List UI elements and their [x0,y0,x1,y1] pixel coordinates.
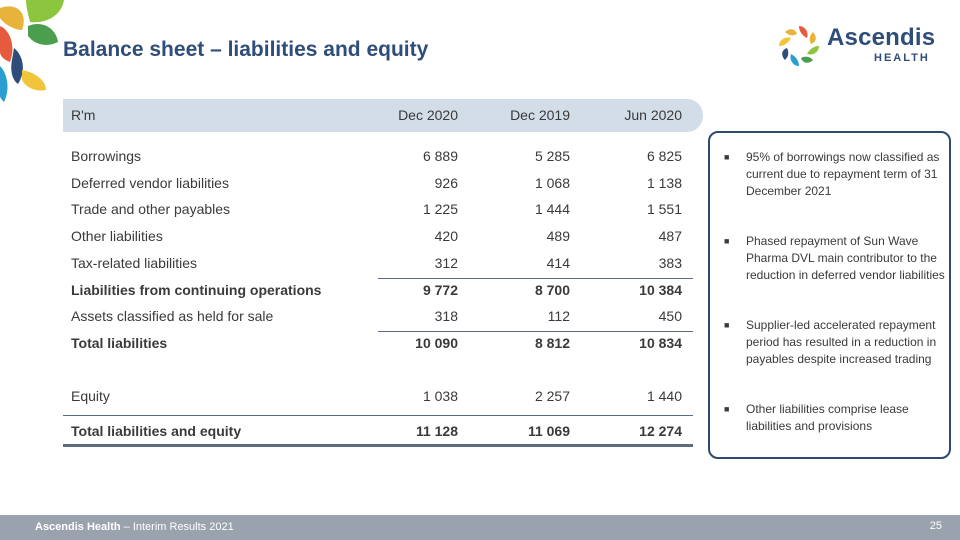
page-title: Balance sheet – liabilities and equity [63,38,429,61]
cell-jun-2020: 10 834 [639,335,682,351]
footer-text: Ascendis Health – Interim Results 2021 [35,521,234,533]
cell-dec-2019: 8 812 [534,335,570,351]
cell-jun-2020: 450 [658,308,682,324]
header-units: R'm [71,107,96,123]
cell-dec-2019: 414 [546,255,570,271]
footer-bar: Ascendis Health – Interim Results 2021 2… [0,515,960,540]
table-row-grand-total: Total liabilities and equity 11 128 11 0… [63,423,693,445]
note-item: ■ 95% of borrowings now classified as cu… [724,149,946,200]
row-label: Tax-related liabilities [71,255,198,271]
cell-jun-2020: 1 440 [646,388,682,404]
subtotal-rule [378,278,693,279]
note-text: Supplier-led accelerated repayment perio… [746,318,937,366]
cell-dec-2020: 10 090 [415,335,458,351]
cell-dec-2020: 420 [434,228,458,244]
grand-total-bottom-rule [63,444,693,447]
brand-name: Ascendis [827,24,936,51]
notes-panel: ■ 95% of borrowings now classified as cu… [708,131,951,459]
table-row: Assets classified as held for sale 318 1… [63,308,693,330]
brand-mark-icon [779,26,819,66]
cell-jun-2020: 12 274 [639,423,682,439]
header-dec-2019: Dec 2019 [510,107,570,123]
table-row: Equity 1 038 2 257 1 440 [63,388,693,410]
cell-jun-2020: 10 384 [639,282,682,298]
table-row: Deferred vendor liabilities 926 1 068 1 … [63,175,693,197]
note-text: Phased repayment of Sun Wave Pharma DVL … [746,234,945,282]
table-header: R'm Dec 2020 Dec 2019 Jun 2020 [63,99,703,132]
cell-jun-2020: 6 825 [646,148,682,164]
row-label: Trade and other payables [71,201,231,217]
bullet-icon: ■ [724,404,730,414]
cell-dec-2019: 1 444 [534,201,570,217]
corner-logo-decoration [0,0,64,102]
bullet-icon: ■ [724,236,730,246]
table-row: Borrowings 6 889 5 285 6 825 [63,148,693,170]
row-label: Borrowings [71,148,142,164]
cell-dec-2019: 5 285 [534,148,570,164]
note-item: ■ Other liabilities comprise lease liabi… [724,401,946,435]
row-label: Total liabilities [71,335,168,351]
cell-dec-2020: 312 [434,255,458,271]
cell-dec-2019: 489 [546,228,570,244]
cell-dec-2019: 8 700 [534,282,570,298]
cell-dec-2019: 1 068 [534,175,570,191]
cell-jun-2020: 1 138 [646,175,682,191]
note-text: 95% of borrowings now classified as curr… [746,150,940,198]
header-jun-2020: Jun 2020 [624,107,682,123]
table-row: Tax-related liabilities 312 414 383 [63,255,693,277]
row-label: Total liabilities and equity [71,423,242,439]
grand-total-top-rule [63,415,693,416]
bullet-icon: ■ [724,152,730,162]
footer-suffix: – Interim Results 2021 [120,521,234,533]
cell-dec-2020: 11 128 [415,423,458,439]
cell-dec-2020: 1 038 [422,388,458,404]
note-item: ■ Phased repayment of Sun Wave Pharma DV… [724,233,946,284]
table-row-total: Total liabilities 10 090 8 812 10 834 [63,335,693,357]
cell-dec-2020: 318 [434,308,458,324]
note-text: Other liabilities comprise lease liabili… [746,402,909,433]
cell-jun-2020: 487 [658,228,682,244]
cell-jun-2020: 1 551 [646,201,682,217]
table-row: Other liabilities 420 489 487 [63,228,693,250]
cell-dec-2020: 6 889 [422,148,458,164]
cell-dec-2020: 926 [434,175,458,191]
row-label: Other liabilities [71,228,163,244]
table-row: Trade and other payables 1 225 1 444 1 5… [63,201,693,223]
header-dec-2020: Dec 2020 [398,107,458,123]
brand-subtitle: HEALTH [874,52,930,64]
cell-dec-2019: 11 069 [527,423,570,439]
footer-company: Ascendis Health [35,521,121,533]
table-row-subtotal: Liabilities from continuing operations 9… [63,282,693,304]
cell-dec-2020: 1 225 [422,201,458,217]
cell-dec-2019: 2 257 [534,388,570,404]
total-rule [378,331,693,332]
note-item: ■ Supplier-led accelerated repayment per… [724,317,946,368]
page-number: 25 [929,520,942,532]
cell-dec-2019: 112 [547,308,570,324]
bullet-icon: ■ [724,320,730,330]
row-label: Liabilities from continuing operations [71,282,322,298]
row-label: Equity [71,388,110,404]
row-label: Deferred vendor liabilities [71,175,229,191]
row-label: Assets classified as held for sale [71,308,274,324]
brand-logo: Ascendis HEALTH [775,22,945,70]
cell-jun-2020: 383 [658,255,682,271]
cell-dec-2020: 9 772 [422,282,458,298]
